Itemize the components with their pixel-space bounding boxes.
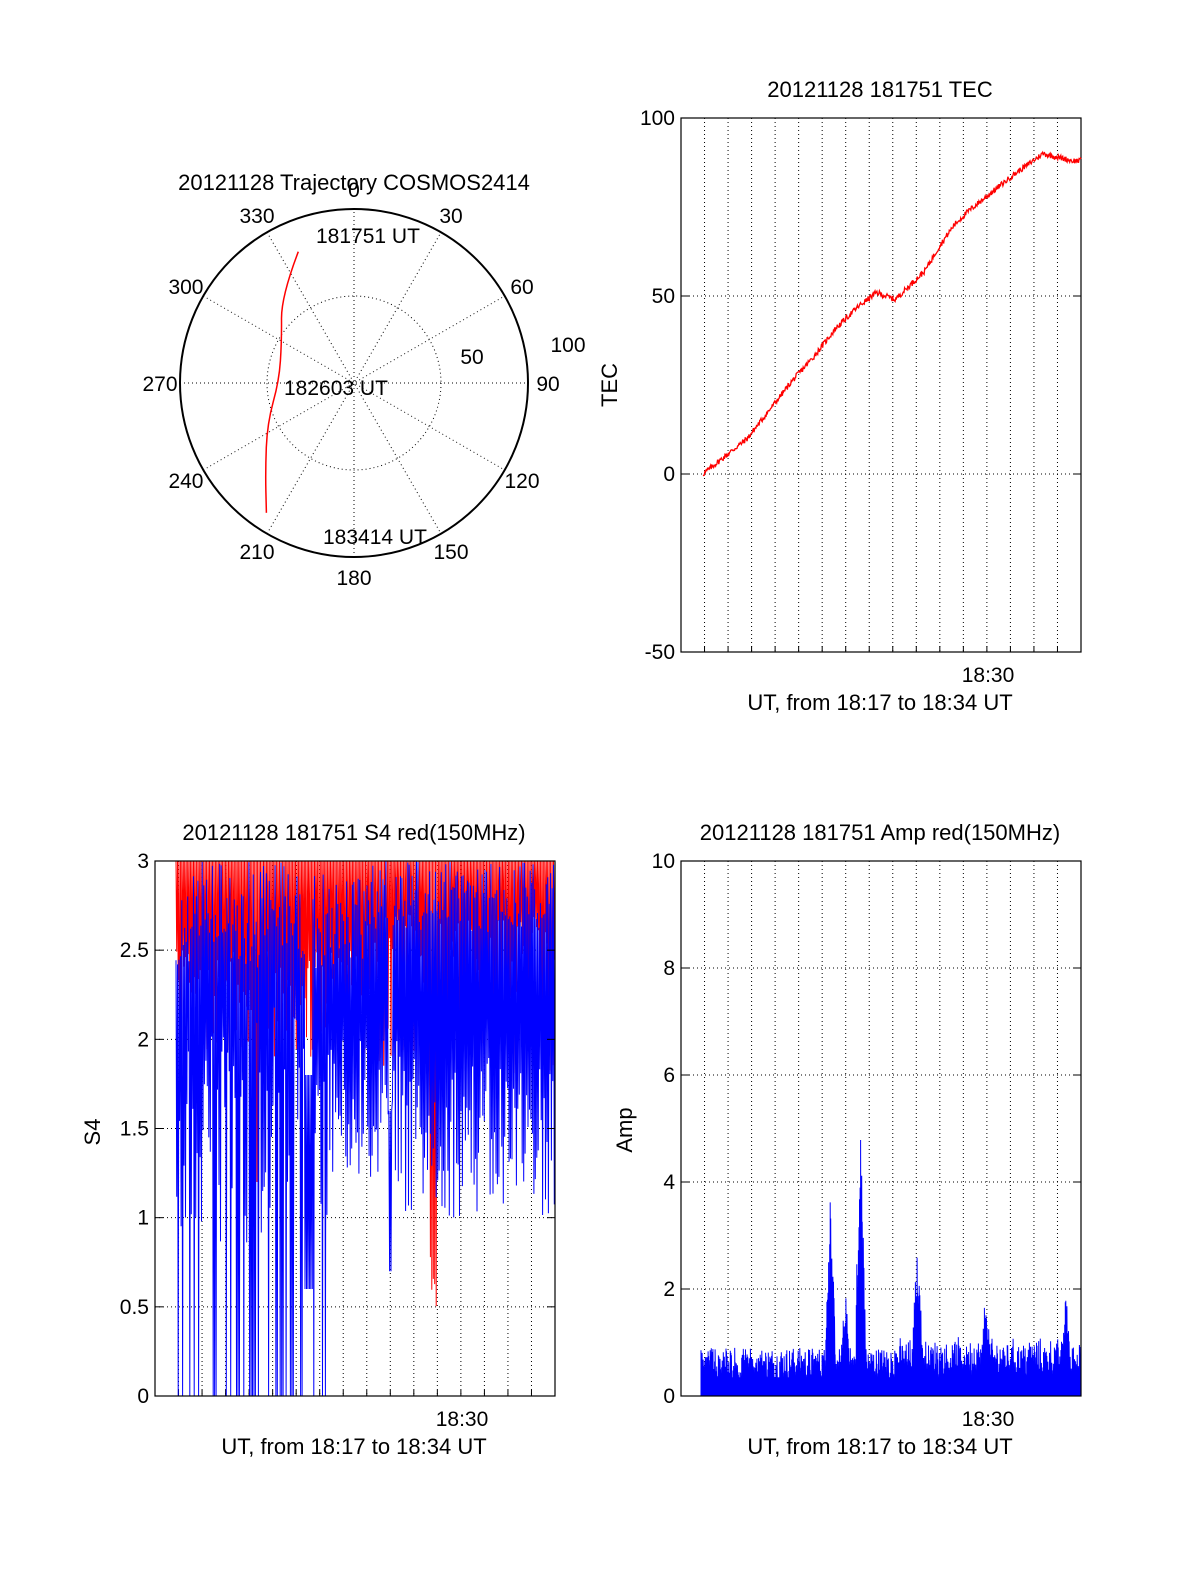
amp-frame bbox=[680, 860, 1082, 1397]
s4-x-axis-label: UT, from 18:17 to 18:34 UT bbox=[221, 1434, 486, 1459]
polar-angle-label: 240 bbox=[168, 470, 203, 493]
polar-angle-label: 330 bbox=[239, 205, 274, 228]
amp-baseline-fill bbox=[701, 1377, 1081, 1396]
polar-angle-label: 180 bbox=[336, 567, 371, 590]
amp-x-tick-label: 18:30 bbox=[962, 1408, 1015, 1431]
polar-radius-label-100: 100 bbox=[550, 334, 585, 357]
polar-angle-label: 30 bbox=[439, 205, 462, 228]
amp-y-axis-label: Amp bbox=[612, 1107, 637, 1152]
polar-angle-labels: 0 30 60 90 120 150 180 210 240 270 300 330 bbox=[142, 179, 559, 590]
tec-series-line bbox=[702, 150, 1082, 477]
polar-angle-label: 120 bbox=[504, 470, 539, 493]
amp-x-axis-label: UT, from 18:17 to 18:34 UT bbox=[747, 1434, 1012, 1459]
amp-series-blue bbox=[700, 1139, 1082, 1397]
y-tick-label: 8 bbox=[663, 957, 675, 980]
y-tick-label: 1 bbox=[137, 1207, 149, 1230]
amp-plot: 20121128 181751 Amp red(150MHz) 1086420 … bbox=[612, 820, 1082, 1459]
tec-x-axis-label: UT, from 18:17 to 18:34 UT bbox=[747, 690, 1012, 715]
amp-blue-line bbox=[700, 1139, 1082, 1397]
y-tick-label: 2.5 bbox=[120, 939, 149, 962]
y-tick-label: 0.5 bbox=[120, 1296, 149, 1319]
polar-angle-label: 150 bbox=[433, 541, 468, 564]
s4-y-axis-label: S4 bbox=[80, 1119, 105, 1146]
polar-angle-label: 90 bbox=[536, 373, 559, 396]
satellite-trajectory bbox=[264, 251, 300, 513]
amp-title: 20121128 181751 Amp red(150MHz) bbox=[700, 820, 1060, 845]
tec-plot: 20121128 181751 TEC 100 50 0 -50 18:30 UT, … bbox=[597, 77, 1082, 715]
s4-title: 20121128 181751 S4 red(150MHz) bbox=[182, 820, 525, 845]
tec-frame bbox=[680, 117, 1082, 653]
s4-series-blue bbox=[175, 861, 556, 1397]
tec-title: 20121128 181751 TEC bbox=[767, 77, 993, 102]
y-tick-label: 3 bbox=[137, 850, 149, 873]
polar-angle-label: 300 bbox=[168, 276, 203, 299]
polar-angle-label: 60 bbox=[510, 276, 533, 299]
y-tick-label: 6 bbox=[663, 1064, 675, 1087]
trajectory-mid-label: 182603 UT bbox=[284, 377, 388, 400]
trajectory-start-label: 181751 UT bbox=[316, 225, 420, 248]
y-tick-label: 0 bbox=[137, 1385, 149, 1408]
y-tick-label: 0 bbox=[663, 463, 675, 486]
amp-grid bbox=[681, 861, 1081, 1396]
polar-angle-label: 270 bbox=[142, 373, 177, 396]
y-tick-label: 1.5 bbox=[120, 1118, 149, 1141]
y-tick-label: 2 bbox=[137, 1028, 149, 1051]
tec-x-tick-label: 18:30 bbox=[962, 664, 1015, 687]
y-tick-label: -50 bbox=[645, 641, 675, 664]
y-tick-label: 4 bbox=[663, 1171, 675, 1194]
s4-plot: 20121128 181751 S4 red(150MHz) 3 2.5 2 1.5 1… bbox=[80, 820, 556, 1459]
polar-title: 20121128 Trajectory COSMOS2414 bbox=[178, 170, 530, 195]
tec-grid bbox=[681, 118, 1081, 652]
polar-plot: 20121128 Trajectory COSMOS2414 0 30 60 90 12… bbox=[142, 170, 585, 590]
polar-angle-label: 210 bbox=[239, 541, 274, 564]
s4-blue-line bbox=[175, 861, 556, 1397]
s4-x-tick-label: 18:30 bbox=[436, 1408, 489, 1431]
amp-y-ticks: 10 8 6 4 2 0 bbox=[652, 850, 1081, 1408]
y-tick-label: 2 bbox=[663, 1278, 675, 1301]
y-tick-label: 100 bbox=[640, 107, 675, 130]
y-tick-label: 10 bbox=[652, 850, 675, 873]
y-tick-label: 50 bbox=[652, 285, 675, 308]
tec-y-axis-label: TEC bbox=[597, 363, 622, 407]
polar-angle-label: 0 bbox=[348, 179, 360, 202]
y-tick-label: 0 bbox=[663, 1385, 675, 1408]
tec-y-ticks: 100 50 0 -50 bbox=[640, 107, 1081, 664]
trajectory-end-label: 183414 UT bbox=[323, 526, 427, 549]
s4-y-ticks: 3 2.5 2 1.5 1 0.5 0 bbox=[120, 850, 555, 1408]
polar-radius-label-50: 50 bbox=[460, 346, 483, 369]
